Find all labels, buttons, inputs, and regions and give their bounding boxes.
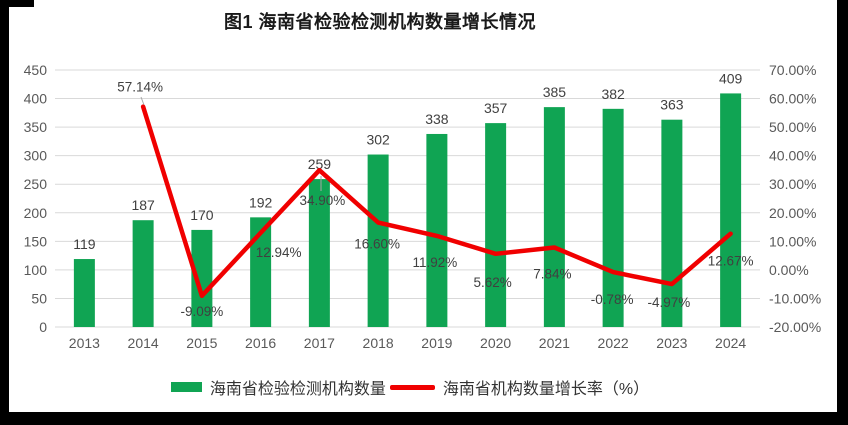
x-tick-label: 2015 xyxy=(186,335,217,351)
bar-value-label: 382 xyxy=(601,86,625,102)
bar xyxy=(250,217,272,327)
legend-line-swatch xyxy=(389,384,435,390)
x-tick-label: 2013 xyxy=(69,335,100,351)
line-value-label: 7.84% xyxy=(533,267,571,282)
y-right-tick-label: 40.00% xyxy=(769,148,816,164)
x-tick-label: 2023 xyxy=(656,335,687,351)
bar-value-label: 409 xyxy=(719,70,743,86)
bar xyxy=(367,154,389,327)
y-right-tick-label: 30.00% xyxy=(769,176,816,192)
x-tick-label: 2018 xyxy=(363,335,394,351)
bar xyxy=(661,119,683,327)
line-value-label: -4.97% xyxy=(647,295,690,310)
x-tick-label: 2024 xyxy=(715,335,746,351)
x-tick-label: 2022 xyxy=(598,335,629,351)
y-left-tick-label: 200 xyxy=(24,205,48,221)
bar-value-label: 338 xyxy=(425,111,449,127)
x-tick-label: 2017 xyxy=(304,335,335,351)
line-value-label: 57.14% xyxy=(117,80,163,95)
y-right-tick-label: -20.00% xyxy=(769,319,821,335)
line-value-label: 5.62% xyxy=(473,275,511,290)
legend-label: 海南省检验检测机构数量 xyxy=(209,381,386,398)
legend-item-line: 海南省机构数量增长率（%） xyxy=(389,375,650,399)
line-value-label: 12.67% xyxy=(708,254,754,269)
x-tick-label: 2021 xyxy=(539,335,570,351)
line-value-label: 16.60% xyxy=(354,236,400,251)
y-left-tick-label: 400 xyxy=(24,91,48,107)
chart-title: 图1 海南省检验检测机构数量增长情况 xyxy=(223,12,536,32)
bar-value-label: 170 xyxy=(190,207,214,223)
y-right-tick-label: -10.00% xyxy=(769,290,821,306)
frame-notch xyxy=(0,0,34,7)
y-left-tick-label: 450 xyxy=(24,62,48,78)
bar-value-label: 259 xyxy=(308,156,332,172)
line-value-label: -0.78% xyxy=(591,292,634,307)
x-tick-label: 2016 xyxy=(245,335,276,351)
y-left-tick-label: 250 xyxy=(24,176,48,192)
bar xyxy=(543,107,565,327)
bar xyxy=(426,133,448,327)
x-tick-label: 2020 xyxy=(480,335,511,351)
y-right-tick-label: 10.00% xyxy=(769,233,816,249)
line-value-label: 12.94% xyxy=(256,245,302,260)
bar xyxy=(485,123,507,327)
bar-value-label: 302 xyxy=(366,132,390,148)
bar-value-label: 357 xyxy=(484,100,508,116)
bar xyxy=(720,93,742,327)
x-tick-label: 2019 xyxy=(421,335,452,351)
y-left-tick-label: 150 xyxy=(24,233,48,249)
line-value-label: 11.92% xyxy=(412,255,457,270)
bar-value-label: 385 xyxy=(543,84,567,100)
x-tick-label: 2014 xyxy=(128,335,159,351)
bar-value-label: 192 xyxy=(249,194,273,210)
y-left-tick-label: 50 xyxy=(31,290,47,306)
bar-value-label: 187 xyxy=(131,197,155,213)
y-right-tick-label: 70.00% xyxy=(769,62,816,78)
y-left-tick-label: 100 xyxy=(24,262,48,278)
legend-bar-swatch xyxy=(170,382,202,392)
chart-panel xyxy=(9,0,837,412)
y-right-tick-label: 20.00% xyxy=(769,205,816,221)
bar xyxy=(132,220,154,327)
y-right-tick-label: 0.00% xyxy=(769,262,809,278)
legend-item-bars: 海南省检验检测机构数量 xyxy=(170,375,386,399)
y-left-tick-label: 300 xyxy=(24,148,48,164)
bar-value-label: 363 xyxy=(660,97,684,113)
line-value-label: 34.90% xyxy=(299,193,345,208)
y-left-tick-label: 350 xyxy=(24,119,48,135)
legend: 海南省检验检测机构数量 海南省机构数量增长率（%） xyxy=(55,374,765,400)
line-value-label: -9.09% xyxy=(180,304,223,319)
y-right-tick-label: 50.00% xyxy=(769,119,816,135)
legend-label: 海南省机构数量增长率（%） xyxy=(442,381,650,398)
growth-line xyxy=(140,104,733,299)
y-right-tick-label: 60.00% xyxy=(769,91,816,107)
y-left-tick-label: 0 xyxy=(39,319,47,335)
bar xyxy=(73,259,95,327)
bar xyxy=(191,229,213,327)
bar xyxy=(308,179,330,327)
label-leader-line xyxy=(140,96,145,106)
bar-value-label: 119 xyxy=(73,236,96,252)
